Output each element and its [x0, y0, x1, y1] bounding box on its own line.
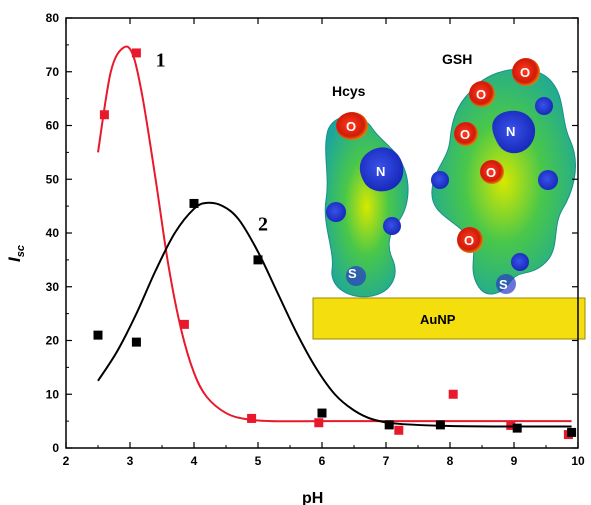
y-axis-label-sub: sc — [15, 245, 27, 257]
y-tick-label: 0 — [52, 441, 59, 455]
x-tick-label: 2 — [63, 454, 70, 468]
series-1-point — [179, 319, 189, 329]
hcys-atom-n: N — [376, 164, 385, 179]
gsh-atom-o2: O — [520, 65, 530, 80]
series-1-point — [314, 418, 324, 428]
aunp-label: AuNP — [420, 312, 456, 327]
gsh-atom-s: S — [499, 277, 508, 292]
hcys-molecule: Hcys O N S — [324, 83, 409, 298]
series-1-point — [247, 413, 257, 423]
x-tick-label: 6 — [319, 454, 326, 468]
y-tick-label: 70 — [46, 65, 60, 79]
gsh-atom-o3: O — [460, 127, 470, 142]
series-2-point — [512, 423, 522, 433]
series-2-point — [435, 420, 445, 430]
y-axis-label: Isc — [5, 245, 27, 262]
series-2-point — [384, 420, 394, 430]
series-1-point — [448, 389, 458, 399]
curve-label-1: 1 — [156, 49, 166, 71]
series-2-point — [189, 198, 199, 208]
hcys-atom-o: O — [346, 119, 356, 134]
gsh-label: GSH — [442, 51, 472, 67]
series-1-point — [394, 425, 404, 435]
gsh-atom-o1: O — [476, 87, 486, 102]
x-tick-label: 7 — [383, 454, 390, 468]
series-2-curve — [97, 201, 572, 428]
x-tick-label: 10 — [571, 454, 585, 468]
svg-text:Isc: Isc — [5, 245, 27, 262]
series-1-point — [99, 110, 109, 120]
hcys-label: Hcys — [332, 83, 366, 99]
y-tick-label: 60 — [46, 119, 60, 133]
y-tick-label: 50 — [46, 172, 60, 186]
series-2-point — [93, 330, 103, 340]
y-tick-label: 30 — [46, 280, 60, 294]
gsh-atom-o5: O — [464, 233, 474, 248]
x-tick-label: 5 — [255, 454, 262, 468]
gsh-atom-o4: O — [486, 165, 496, 180]
plot-layer: 2 3 4 5 6 7 8 9 10 0 10 20 30 40 50 60 70 80 1 2 — [46, 11, 585, 468]
series-2-point — [317, 408, 327, 418]
y-tick-label: 20 — [46, 334, 60, 348]
y-tick-label: 80 — [46, 11, 60, 25]
series-2-point — [253, 255, 263, 265]
x-tick-label: 9 — [511, 454, 518, 468]
y-tick-label: 10 — [46, 387, 60, 401]
series-2-point — [131, 337, 141, 347]
aunp-slab — [312, 297, 586, 340]
gsh-molecule: GSH O O O O O N S — [431, 51, 576, 295]
curve-label-2: 2 — [258, 213, 268, 235]
gsh-atom-n: N — [506, 124, 515, 139]
x-tick-label: 3 — [127, 454, 134, 468]
series-1-point — [506, 420, 516, 430]
y-tick-label: 40 — [46, 226, 60, 240]
hcys-atom-s: S — [348, 266, 357, 281]
series-1-point — [131, 48, 141, 58]
x-tick-label: 8 — [447, 454, 454, 468]
series-2-point — [567, 427, 577, 437]
inset-illustration: Hcys O N S GSH O O O O O N S — [312, 51, 586, 340]
y-axis-label-main: I — [5, 256, 24, 262]
x-axis-label: pH — [302, 490, 323, 505]
x-tick-label: 4 — [191, 454, 198, 468]
